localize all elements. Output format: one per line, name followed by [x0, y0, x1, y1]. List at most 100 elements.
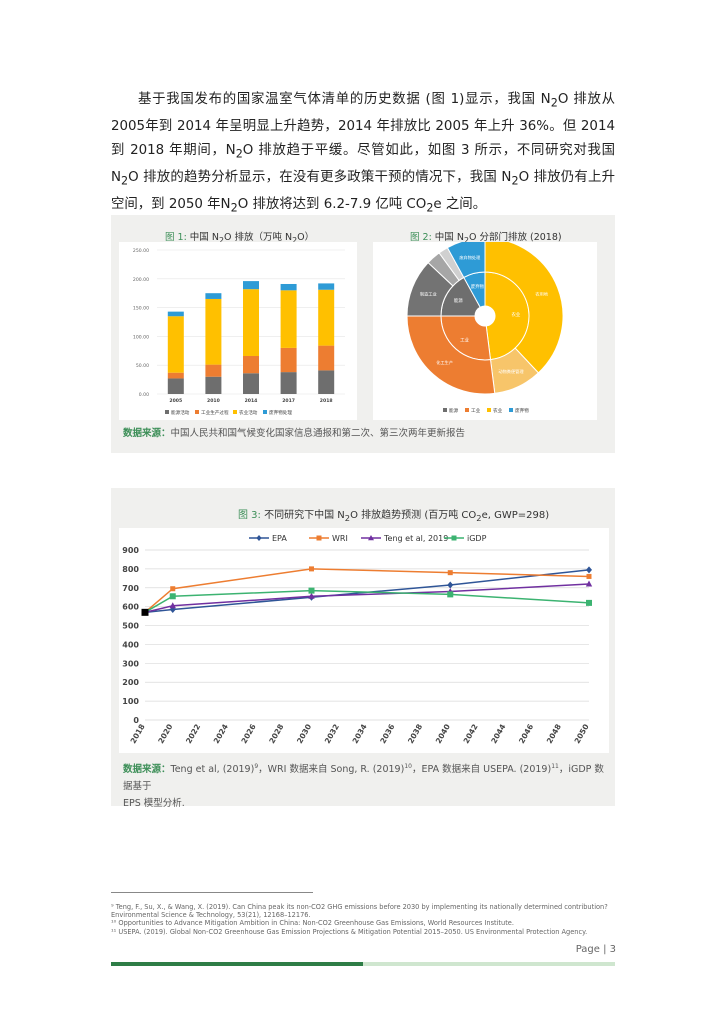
para-line-5b: O 排放将达到 6.2-7.9 亿吨 CO	[237, 197, 427, 213]
x-tick-label: 2005	[169, 398, 182, 404]
legend-swatch	[233, 410, 237, 414]
bar-segment	[318, 283, 335, 290]
outer-slice-label: 制造工业	[420, 291, 437, 298]
bar-segment	[167, 311, 184, 317]
x-tick-label: 2034	[351, 723, 369, 746]
legend-swatch	[509, 408, 513, 412]
footnote-11: ¹¹ USEPA. (2019). Global Non-CO2 Greenho…	[111, 927, 588, 936]
bar-segment	[167, 372, 184, 379]
footnote-ref[interactable]: 9	[254, 763, 259, 770]
figure2-chart-area: 农业 工业 能源 废弃物 农用地 动物粪便管理 化工生产 制造工业 废弃物处理 能源 工业 农业 废弃物	[373, 237, 597, 420]
y-tick-label: 100.00	[133, 334, 149, 340]
legend-swatch	[195, 410, 199, 414]
para-line-3b: O 排放趋于平缓。尽管如此，如图 3 所示，不同研究对我国 N	[111, 142, 615, 186]
figure3-title-a: 不同研究下中国 N	[264, 510, 345, 521]
bar-segment	[205, 364, 222, 377]
x-tick-label: 2022	[184, 723, 202, 746]
sub: 2	[121, 174, 129, 188]
x-tick-label: 2030	[295, 723, 313, 746]
paragraph-text: 基于我国发布的国家温室气体清单的历史数据 (图 1)显示，我国 N2O 排放从 …	[111, 88, 615, 221]
inner-slice-label: 农业	[512, 311, 521, 318]
series-marker	[586, 573, 592, 579]
bar-segment	[318, 345, 335, 371]
figure2-title-a: 中国 N	[434, 232, 464, 243]
bar-segment	[205, 376, 222, 394]
y-tick-label: 700	[122, 584, 139, 593]
sub: 2	[292, 235, 298, 245]
figure1-title-b: O 排放（万吨 N	[223, 232, 293, 243]
sub: 2	[344, 513, 351, 523]
y-tick-label: 0.00	[139, 392, 149, 398]
legend-marker	[256, 535, 262, 541]
bar-segment	[318, 370, 335, 394]
legend-label: Teng et al, 2019	[383, 534, 448, 543]
legend-label: 能源活动	[171, 409, 190, 416]
footer-bar-light	[363, 962, 615, 966]
sub: 2	[476, 513, 482, 523]
figure3-source: 数据来源：Teng et al, (2019)9，WRI 数据来自 Song, …	[123, 758, 607, 812]
y-tick-label: 200.00	[133, 277, 149, 283]
outer-slice	[484, 237, 564, 374]
legend-label: 工业	[471, 407, 481, 414]
legend-label: EPA	[272, 534, 287, 543]
x-tick-label: 2036	[378, 723, 396, 746]
figure3-label: 图 3:	[238, 510, 261, 521]
sub: 2	[230, 202, 238, 216]
legend-swatch	[443, 408, 447, 412]
y-tick-label: 200	[122, 678, 139, 687]
source-text-a: Teng et al, (2019)	[170, 764, 255, 776]
series-marker	[308, 592, 315, 599]
sub: 2	[550, 96, 558, 110]
outer-slice-label: 废弃物处理	[459, 254, 481, 261]
figure1-label: 图 1:	[165, 232, 187, 243]
figure2-label: 图 2:	[410, 232, 432, 243]
bar-segment	[243, 289, 259, 356]
bar-segment	[243, 373, 259, 394]
y-tick-label: 250.00	[133, 248, 149, 254]
bar-segment	[243, 281, 259, 290]
x-tick-label: 2020	[156, 723, 174, 746]
series-marker	[169, 593, 176, 600]
source-text-c: ，EPA 数据来自 USEPA. (2019)	[411, 764, 552, 776]
x-tick-label: 2042	[462, 723, 480, 746]
legend-label: 能源	[449, 407, 459, 414]
x-tick-label: 2010	[207, 398, 220, 404]
footnotes: ⁹ Teng, F., Su, X., & Wang, X. (2019). C…	[111, 903, 621, 936]
source-text: 中国人民共和国气候变化国家信息通报和第二次、第三次两年更新报告	[170, 428, 466, 439]
bar-segment	[318, 289, 335, 346]
figure3-title: 图 3: 不同研究下中国 N2O 排放趋势预测 (百万吨 CO2e, GWP=2…	[238, 506, 549, 523]
base-point-marker	[141, 608, 149, 616]
para-line-5a: N	[220, 197, 231, 213]
x-tick-label: 2048	[545, 723, 563, 746]
bar-segment	[205, 298, 222, 365]
figure1-title: 图 1: 中国 N2O 排放（万吨 N2O）	[165, 229, 314, 245]
outer-slice	[446, 237, 486, 279]
outer-slice-label: 动物粪便管理	[498, 368, 524, 375]
sub: 2	[511, 174, 519, 188]
series-marker	[170, 586, 176, 592]
x-tick-label: 2024	[212, 723, 230, 746]
y-tick-label: 500	[122, 622, 139, 631]
bar-segment	[280, 372, 297, 394]
series-marker	[586, 566, 592, 574]
bar-segment	[167, 378, 184, 394]
series-marker	[585, 580, 593, 587]
x-tick-label: 2046	[517, 723, 535, 746]
legend-label: 农业活动	[239, 409, 258, 416]
figure1-title-c: O）	[297, 232, 315, 243]
footnote-ref[interactable]: 10	[404, 763, 412, 770]
figure3-title-c: e, GWP=298)	[481, 510, 550, 521]
y-tick-label: 0	[133, 716, 139, 725]
figure3-chart-area: 900 800 700 600 500 400 300 200 100 0 2018 2020 2022…	[119, 528, 609, 753]
source-text-b: ，WRI 数据来自 Song, R. (2019)	[258, 764, 405, 776]
footnote-rule	[111, 892, 313, 893]
x-tick-label: 2038	[406, 723, 424, 746]
series-marker	[447, 570, 453, 576]
footnote-ref[interactable]: 11	[551, 763, 559, 770]
sub: 2	[426, 202, 434, 216]
legend-swatch	[165, 410, 169, 414]
figure1-title-a: 中国 N	[189, 232, 219, 243]
source-label: 数据来源：	[123, 764, 171, 776]
